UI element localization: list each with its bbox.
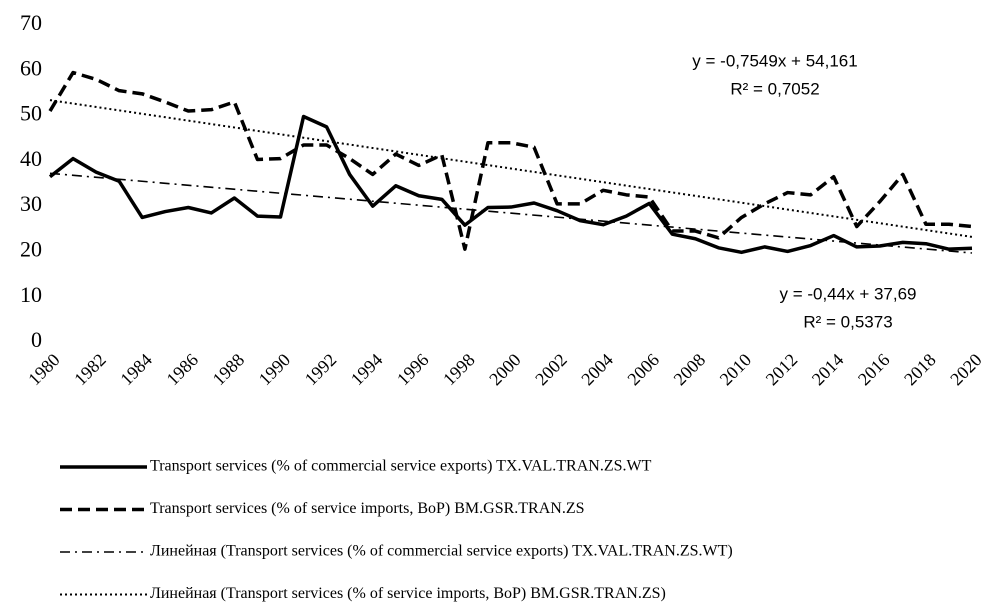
x-tick-label: 2000 (485, 350, 525, 390)
y-tick-label: 70 (20, 10, 42, 35)
series-line (49, 172, 973, 254)
trend-r2: R² = 0,5373 (803, 312, 892, 331)
legend-label: Transport services (% of commercial serv… (150, 458, 652, 475)
series-line (48, 70, 973, 251)
x-tick-label: 1996 (393, 350, 433, 390)
trend-r2: R² = 0,7052 (730, 79, 819, 98)
legend-label: Transport services (% of service imports… (150, 500, 585, 517)
x-tick-label: 2020 (946, 350, 986, 390)
x-tick-label: 1986 (162, 350, 202, 390)
series-line (48, 114, 973, 255)
series-line (49, 99, 973, 238)
y-tick-label: 30 (20, 191, 42, 216)
legend-label: Линейная (Transport services (% of comme… (150, 543, 733, 560)
trend-equation: y = -0,7549x + 54,161 (692, 51, 857, 70)
x-tick-label: 2014 (808, 350, 848, 390)
x-tick-label: 2018 (900, 350, 940, 390)
x-tick-label: 2010 (716, 350, 756, 390)
x-tick-label: 1994 (347, 350, 387, 390)
x-tick-label: 2004 (577, 350, 617, 390)
y-tick-label: 60 (20, 55, 42, 80)
x-tick-label: 1988 (209, 350, 249, 390)
x-tick-label: 1998 (439, 350, 479, 390)
x-tick-label: 2006 (623, 350, 663, 390)
y-tick-label: 20 (20, 236, 42, 261)
x-tick-label: 1980 (24, 350, 64, 390)
x-tick-label: 1990 (255, 350, 295, 390)
y-tick-label: 0 (31, 327, 42, 352)
x-tick-label: 2008 (670, 350, 710, 390)
y-tick-label: 10 (20, 282, 42, 307)
x-tick-label: 2012 (762, 350, 802, 390)
x-tick-label: 1982 (70, 350, 110, 390)
x-tick-label: 2002 (531, 350, 571, 390)
x-tick-label: 2016 (854, 350, 894, 390)
x-tick-label: 1984 (116, 350, 156, 390)
legend-label: Линейная (Transport services (% of servi… (150, 585, 666, 602)
x-tick-label: 1992 (301, 350, 341, 390)
y-tick-label: 40 (20, 146, 42, 171)
trend-equation: y = -0,44x + 37,69 (779, 284, 916, 303)
y-tick-label: 50 (20, 101, 42, 126)
